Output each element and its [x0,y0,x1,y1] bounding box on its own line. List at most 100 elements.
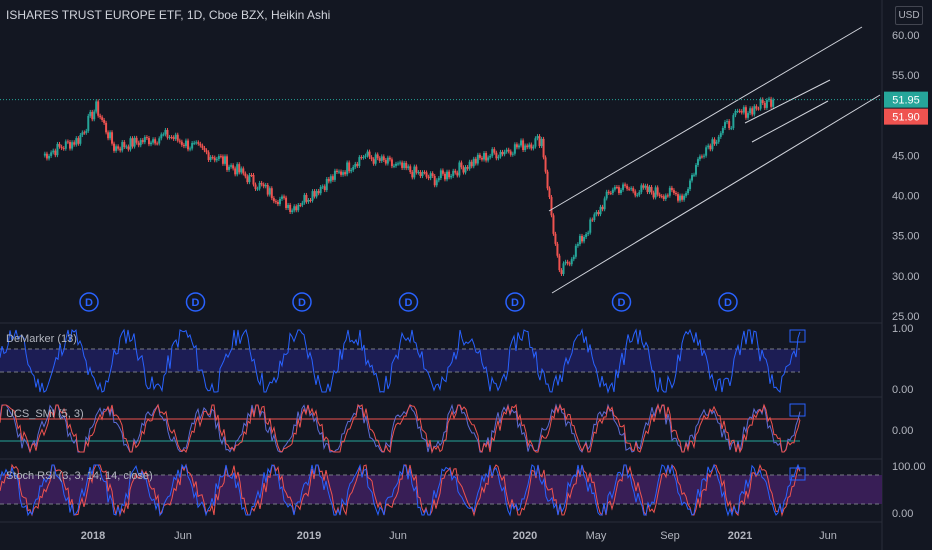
candle-body [405,162,408,169]
candle-body [744,107,747,118]
candle-body [619,189,622,194]
candle-body [228,166,231,170]
candle-body [660,196,663,198]
smi-expand-button[interactable] [789,403,806,417]
candle-body [538,136,541,147]
candle-body [193,142,196,144]
smi-line [0,403,801,454]
candle-body [240,168,243,173]
candle-body [742,107,745,113]
candle-body [599,206,602,215]
candle-body [511,153,514,155]
candle-body [170,137,173,139]
candle-body [115,146,118,151]
candle-body [515,144,518,148]
candle-body [763,103,766,108]
dividend-marker [398,292,419,312]
candle-body [274,201,277,203]
candle-body [765,100,768,108]
candle-body [421,172,424,177]
time-tick-label: 2020 [513,530,537,542]
demarker-expand-button[interactable] [789,329,806,343]
candle-body [217,156,220,159]
candle-body [483,153,486,160]
candle-body [452,170,455,176]
candle-body [166,129,169,138]
candle-body [162,134,165,136]
demarker-tick-label: 1.00 [892,323,913,335]
candle-body [613,187,616,190]
candle-body [585,234,588,237]
candle-body [468,161,471,169]
candle-body [168,137,171,139]
price-series [43,96,775,276]
candle-body [658,194,661,197]
candle-body [297,204,300,211]
candle-body [696,159,699,166]
candle-body [650,186,653,193]
candle-body [184,140,187,147]
candle-body [755,106,758,109]
candle-body [388,157,391,160]
candle-body [462,167,465,173]
candle-body [558,255,561,271]
candle-body [638,192,641,195]
candle-body [560,270,563,274]
chart-title: ISHARES TRUST EUROPE ETF, 1D, Cboe BZX, … [6,8,331,22]
candle-body [238,164,241,173]
candle-body [546,171,549,189]
candle-body [713,139,716,144]
candle-body [717,136,720,142]
candle-body [530,144,533,149]
candle-body [644,185,647,188]
candle-body [574,245,577,257]
candle-body [230,165,233,167]
candle-body [111,132,114,144]
price-tick-label: 35.00 [892,231,920,243]
candle-body [411,172,414,178]
candle-body [62,148,65,150]
candle-body [348,162,351,172]
candle-body [356,163,359,166]
candle-body [513,144,516,154]
time-tick-label: Jun [389,530,407,542]
candle-body [323,186,326,191]
stoch-expand-button[interactable] [789,467,806,481]
currency-button[interactable]: USD [895,6,923,25]
candle-body [374,154,377,164]
candle-body [470,161,473,167]
candle-body [472,158,475,167]
candle-body [526,145,529,148]
candle-body [517,145,520,148]
prev-price-badge-text: 51.90 [892,112,920,124]
candle-body [201,145,204,148]
candle-body [628,188,631,190]
candle-body [458,162,461,176]
candle-body [156,143,159,145]
candle-body [301,202,304,206]
candle-body [368,151,371,158]
stoch-tick-label: 100.00 [892,461,926,473]
candle-body [723,122,726,128]
candle-body [711,139,714,150]
candle-body [121,142,124,151]
smi-signal-line [0,403,801,454]
candle-body [460,162,463,168]
candle-body [423,172,426,174]
dividend-marker-label: D [192,297,200,309]
candle-body [636,194,639,196]
candle-body [591,219,594,221]
candle-body [384,160,387,164]
candle-body [352,166,355,170]
candle-body [668,187,671,196]
candle-body [707,145,710,148]
candle-body [105,122,108,133]
candle-body [307,199,310,202]
candle-body [191,143,194,149]
candle-body [205,150,208,153]
candle-body [554,233,557,244]
dividend-marker-label: D [298,297,306,309]
candle-body [109,132,112,139]
candle-body [689,180,692,190]
